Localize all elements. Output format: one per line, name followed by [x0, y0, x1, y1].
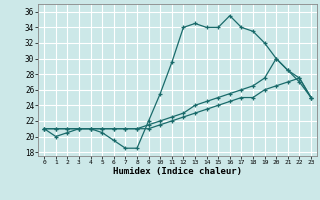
X-axis label: Humidex (Indice chaleur): Humidex (Indice chaleur) — [113, 167, 242, 176]
